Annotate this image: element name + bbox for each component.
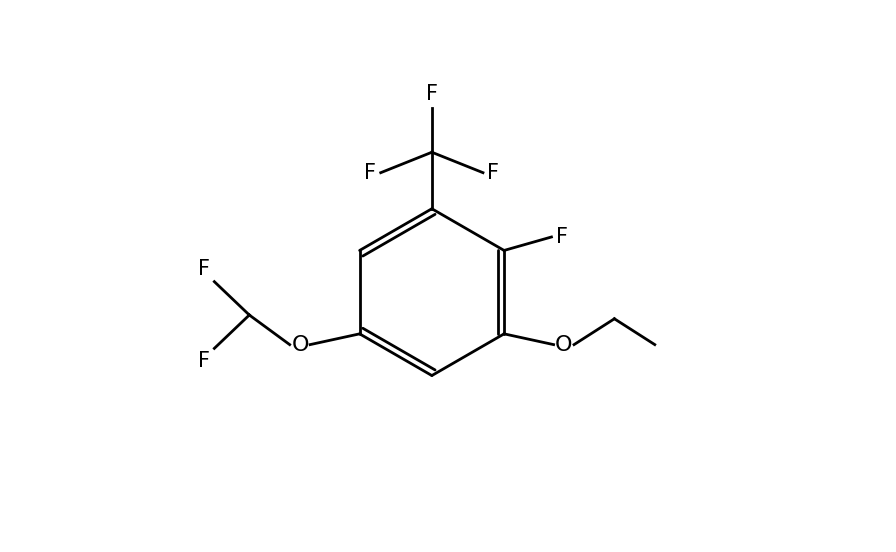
- Text: F: F: [487, 163, 499, 183]
- Text: O: O: [291, 335, 309, 354]
- Text: O: O: [555, 335, 573, 354]
- Text: F: F: [365, 163, 376, 183]
- Text: F: F: [198, 351, 210, 371]
- Text: F: F: [426, 84, 438, 104]
- Text: F: F: [198, 259, 210, 279]
- Text: F: F: [556, 227, 568, 247]
